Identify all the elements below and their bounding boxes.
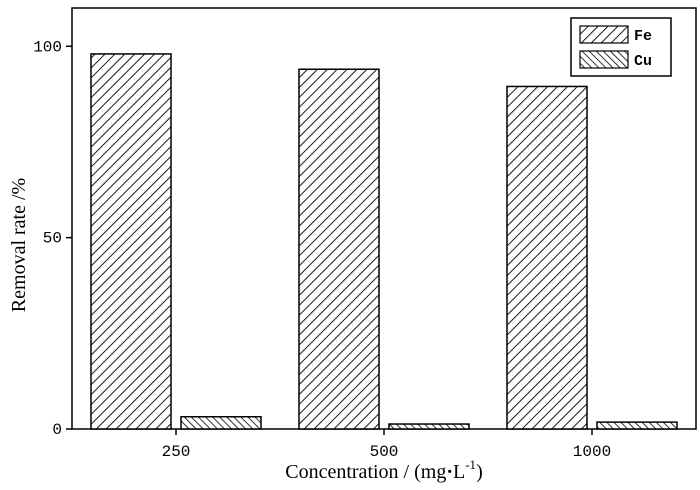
x-axis-title-dot: · — [446, 461, 453, 483]
legend-swatch-cu — [579, 50, 629, 69]
y-axis-title: Removal rate /% — [8, 178, 30, 312]
y-tick-label: 0 — [52, 421, 62, 439]
bar-cu — [596, 421, 678, 430]
bar-cu — [388, 423, 470, 430]
legend-label-fe: Fe — [634, 28, 652, 45]
x-axis-title-unit: L — [453, 461, 465, 483]
y-tick-label: 100 — [33, 38, 62, 56]
x-tick-label: 250 — [162, 443, 191, 461]
bars — [90, 53, 678, 430]
x-axis-title-exponent: -1 — [465, 457, 476, 472]
bar-fe — [298, 68, 380, 430]
legend-swatch-fe — [579, 25, 629, 44]
bar-fe — [506, 85, 588, 430]
y-tick-label: 50 — [43, 230, 62, 248]
legend-label-cu: Cu — [634, 53, 652, 70]
bar-cu — [180, 416, 262, 430]
x-axis-ticks: 250 500 1000 — [162, 429, 611, 461]
x-tick-label: 500 — [370, 443, 399, 461]
legend: Fe Cu — [570, 17, 672, 77]
x-axis-title-main: Concentration / (mg — [285, 461, 446, 483]
y-axis-ticks: 0 50 100 — [33, 38, 72, 439]
bar-fe — [90, 53, 172, 430]
x-axis-title-close: ) — [476, 461, 483, 483]
x-tick-label: 1000 — [573, 443, 611, 461]
x-axis-title: Concentration / (mg·L-1) — [285, 457, 482, 483]
